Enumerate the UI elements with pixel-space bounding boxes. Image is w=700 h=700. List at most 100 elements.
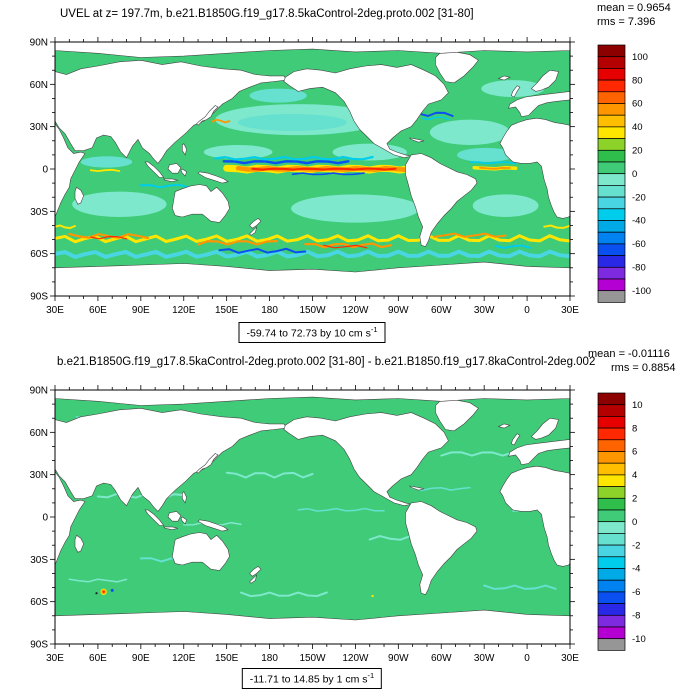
colorbar-label: -20 [632,192,646,203]
lon-tick-label: 0 [524,305,530,316]
range-text-bottom: -11.71 to 14.85 by 1 cm s [249,673,368,686]
lon-tick-label: 120W [342,653,369,664]
landmass [74,186,84,205]
lon-tick-label: 60W [431,305,452,316]
range-label-top: -59.74 to 72.73 by 10 cm s-1 [238,322,386,343]
lon-tick-label: 30E [46,653,64,664]
landmass [530,417,559,440]
contour-spot [95,592,98,595]
colorbar-box [597,126,626,139]
colorbar-box [597,79,626,93]
lon-tick-label: 180 [261,305,278,316]
contour-patch [249,88,307,103]
colorbar-box [597,266,626,280]
contour-streak [68,578,128,583]
colorbar-box [597,579,626,593]
colorbar-label: -80 [632,263,646,274]
colorbar-box [597,231,626,245]
landmass [55,59,288,164]
colorbar-label: -4 [632,564,640,575]
colorbar-box [597,243,626,256]
contour-patch [481,80,545,98]
lat-tick-label: 0 [42,513,48,524]
colorbar-box [597,149,626,163]
colorbar-label: 0 [632,517,637,528]
colorbar-label: 2 [632,494,637,505]
landmass [171,184,230,223]
landmass [405,153,478,247]
lat-tick-label: 90S [30,292,48,303]
landmass [408,485,425,491]
lon-tick-label: 90W [388,653,409,664]
contour-streak [291,172,365,176]
lat-tick-label: 30S [30,207,48,218]
range-label-bottom: -11.71 to 14.85 by 1 cm s-1 [241,668,383,689]
contour-streak [240,591,328,598]
landmass [510,85,521,98]
contour-patch [80,156,133,168]
landmass [144,509,165,526]
landmass [55,471,86,566]
landmass [182,491,187,504]
landmass [249,218,262,229]
colorbar-box [597,208,626,221]
contour-streak [55,249,570,260]
contour-streak [323,244,368,249]
colorbar-box [597,103,626,116]
contour-streak [543,224,570,229]
lon-tick-label: 150E [215,653,239,664]
colorbar-box [597,556,626,569]
mean-stat-top: mean = 0.9654 [597,2,671,14]
colorbar-box [597,255,626,268]
lat-tick-label: 60S [30,597,48,608]
colorbar-box [597,91,626,104]
landmass [167,163,182,174]
colorbar-box [597,591,626,604]
colorbar-box [597,568,626,581]
colorbar-top: 100 80 60 40 20 0 -20 -40 -60 -80 -100 [597,44,651,303]
contour-patch [238,113,347,131]
colorbar-label: 60 [632,99,643,110]
contour-patch [456,147,515,162]
contour-streak [90,235,128,240]
colorbar-label: 40 [632,122,643,133]
map-canvas [55,390,570,644]
colorbar-box [597,290,626,303]
colorbar-label: 20 [632,146,643,157]
colorbar-box [597,509,626,523]
landmass [197,171,229,184]
lon-tick-label: 150E [215,305,239,316]
colorbar-box [597,114,626,128]
contour-patch [203,145,273,160]
colorbar-box [597,521,626,534]
landmass [55,261,570,296]
contour-streak [214,155,374,161]
lon-tick-label: 120E [172,653,196,664]
colorbar-label: -8 [632,611,640,622]
colorbar-label: 6 [632,447,637,458]
landmass [167,511,182,522]
contour-streak [197,239,278,246]
lon-tick-label: 60E [89,305,107,316]
lon-tick-label: 90E [132,305,150,316]
panel-top-title: UVEL at z= 197.7m, b.e21.B1850G.f19_g17.… [60,8,474,20]
lon-tick-label: 180 [261,653,278,664]
contour-spot [110,588,114,592]
colorbar-box [597,220,626,233]
landmass [162,526,179,531]
landmass [55,42,570,58]
contour-streak [421,116,450,121]
colorbar-label: -60 [632,239,646,250]
landmass [283,412,449,507]
contour-streak [483,584,557,590]
landmass [405,501,478,595]
lon-tick-label: 30E [561,305,579,316]
colorbar-label: 10 [632,400,643,411]
rms-stat-top: rms = 7.396 [597,16,656,28]
colorbar-box [597,404,626,417]
colorbar-label: -100 [632,286,651,297]
landmass [171,532,230,571]
lon-tick-label: 30E [46,305,64,316]
colorbar-box [597,614,626,628]
landmass [249,566,262,577]
